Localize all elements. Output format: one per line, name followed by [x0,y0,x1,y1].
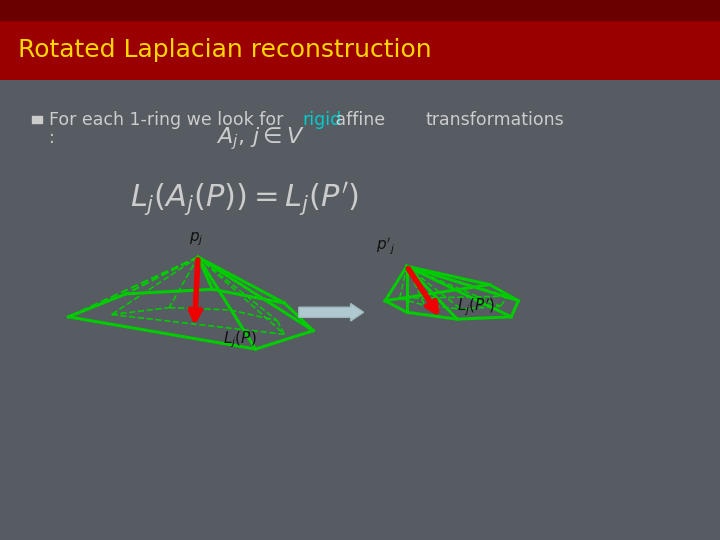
Text: $L_j(P)$: $L_j(P)$ [223,329,257,350]
Text: Rotated Laplacian reconstruction: Rotated Laplacian reconstruction [18,38,431,62]
Text: affine: affine [330,111,385,129]
Text: $p'_j$: $p'_j$ [376,235,395,256]
Text: $L_j(P^\prime)$: $L_j(P^\prime)$ [457,297,495,318]
Text: $A_j,\, j \in V$: $A_j,\, j \in V$ [216,125,305,152]
Text: :: : [49,130,55,147]
Bar [0,0,720,20]
Text: transformations: transformations [426,111,564,129]
Text: $p_j$: $p_j$ [189,230,203,248]
Text: For each 1-ring we look for: For each 1-ring we look for [49,111,289,129]
Text: $L_j(A_j(P)) = L_j(P^\prime)$: $L_j(A_j(P)) = L_j(P^\prime)$ [130,180,359,219]
Bar [32,116,42,123]
Text: rigid: rigid [302,111,342,129]
FancyArrow shape [299,303,364,321]
